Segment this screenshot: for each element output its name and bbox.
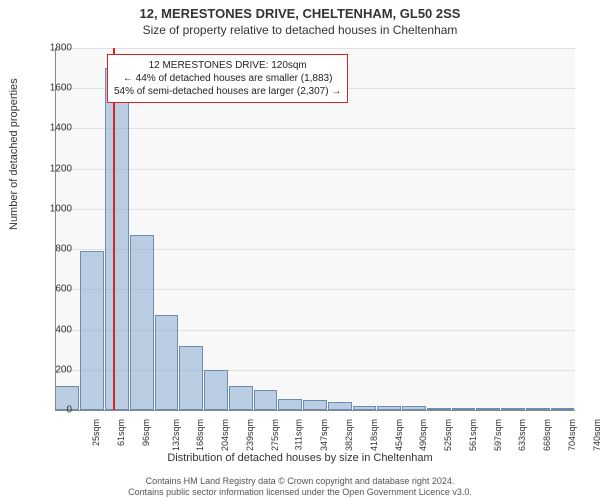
x-tick-label: 740sqm xyxy=(592,419,600,451)
histogram-bar xyxy=(278,399,302,410)
y-tick-label: 600 xyxy=(32,284,72,295)
y-tick-label: 0 xyxy=(32,405,72,416)
footer-line-2: Contains public sector information licen… xyxy=(0,487,600,498)
x-tick-label: 239sqm xyxy=(245,419,255,451)
x-tick-label: 382sqm xyxy=(344,419,354,451)
x-tick-label: 597sqm xyxy=(493,419,503,451)
x-axis-line xyxy=(55,410,575,411)
footer: Contains HM Land Registry data © Crown c… xyxy=(0,476,600,498)
footer-line-1: Contains HM Land Registry data © Crown c… xyxy=(0,476,600,487)
annotation-line: 54% of semi-detached houses are larger (… xyxy=(114,85,341,98)
grid-line xyxy=(55,128,575,129)
x-axis-label: Distribution of detached houses by size … xyxy=(0,452,600,464)
x-tick-label: 561sqm xyxy=(468,419,478,451)
x-tick-label: 275sqm xyxy=(270,419,280,451)
y-axis-label: Number of detached properties xyxy=(8,78,20,230)
annotation-line: ← 44% of detached houses are smaller (1,… xyxy=(114,72,341,85)
x-tick-label: 633sqm xyxy=(517,419,527,451)
x-tick-label: 311sqm xyxy=(294,419,304,450)
histogram-bar xyxy=(155,315,179,410)
x-tick-label: 61sqm xyxy=(116,419,126,446)
y-axis-line xyxy=(55,48,56,410)
y-tick-label: 800 xyxy=(32,244,72,255)
histogram-bar xyxy=(328,402,352,410)
x-tick-label: 347sqm xyxy=(319,419,329,451)
x-tick-label: 704sqm xyxy=(567,419,577,451)
x-tick-label: 454sqm xyxy=(394,419,404,451)
x-tick-label: 25sqm xyxy=(91,419,101,446)
y-tick-label: 1000 xyxy=(32,203,72,214)
y-tick-label: 1600 xyxy=(32,83,72,94)
y-tick-label: 1400 xyxy=(32,123,72,134)
x-tick-label: 96sqm xyxy=(141,419,151,446)
y-tick-label: 1800 xyxy=(32,43,72,54)
x-tick-label: 168sqm xyxy=(195,419,205,451)
x-tick-label: 418sqm xyxy=(369,419,379,451)
page-title: 12, MERESTONES DRIVE, CHELTENHAM, GL50 2… xyxy=(0,6,600,21)
x-tick-label: 204sqm xyxy=(220,419,230,451)
histogram-bar xyxy=(229,386,253,410)
grid-line xyxy=(55,48,575,49)
grid-line xyxy=(55,209,575,210)
y-tick-label: 200 xyxy=(32,364,72,375)
histogram-bar xyxy=(80,251,104,410)
x-tick-label: 490sqm xyxy=(418,419,428,451)
x-tick-label: 668sqm xyxy=(542,419,552,451)
annotation-box: 12 MERESTONES DRIVE: 120sqm← 44% of deta… xyxy=(107,54,348,103)
histogram-bar xyxy=(105,68,129,410)
y-tick-label: 1200 xyxy=(32,163,72,174)
histogram-bar xyxy=(130,235,154,410)
x-tick-label: 132sqm xyxy=(171,419,181,451)
x-tick-label: 525sqm xyxy=(443,419,453,451)
histogram-bar xyxy=(303,400,327,410)
grid-line xyxy=(55,169,575,170)
page-subtitle: Size of property relative to detached ho… xyxy=(0,23,600,37)
histogram-bar xyxy=(254,390,278,410)
histogram-bar xyxy=(179,346,203,410)
y-tick-label: 400 xyxy=(32,324,72,335)
chart-plot-area: 12 MERESTONES DRIVE: 120sqm← 44% of deta… xyxy=(55,48,575,410)
annotation-line: 12 MERESTONES DRIVE: 120sqm xyxy=(114,59,341,72)
histogram-bar xyxy=(204,370,228,410)
